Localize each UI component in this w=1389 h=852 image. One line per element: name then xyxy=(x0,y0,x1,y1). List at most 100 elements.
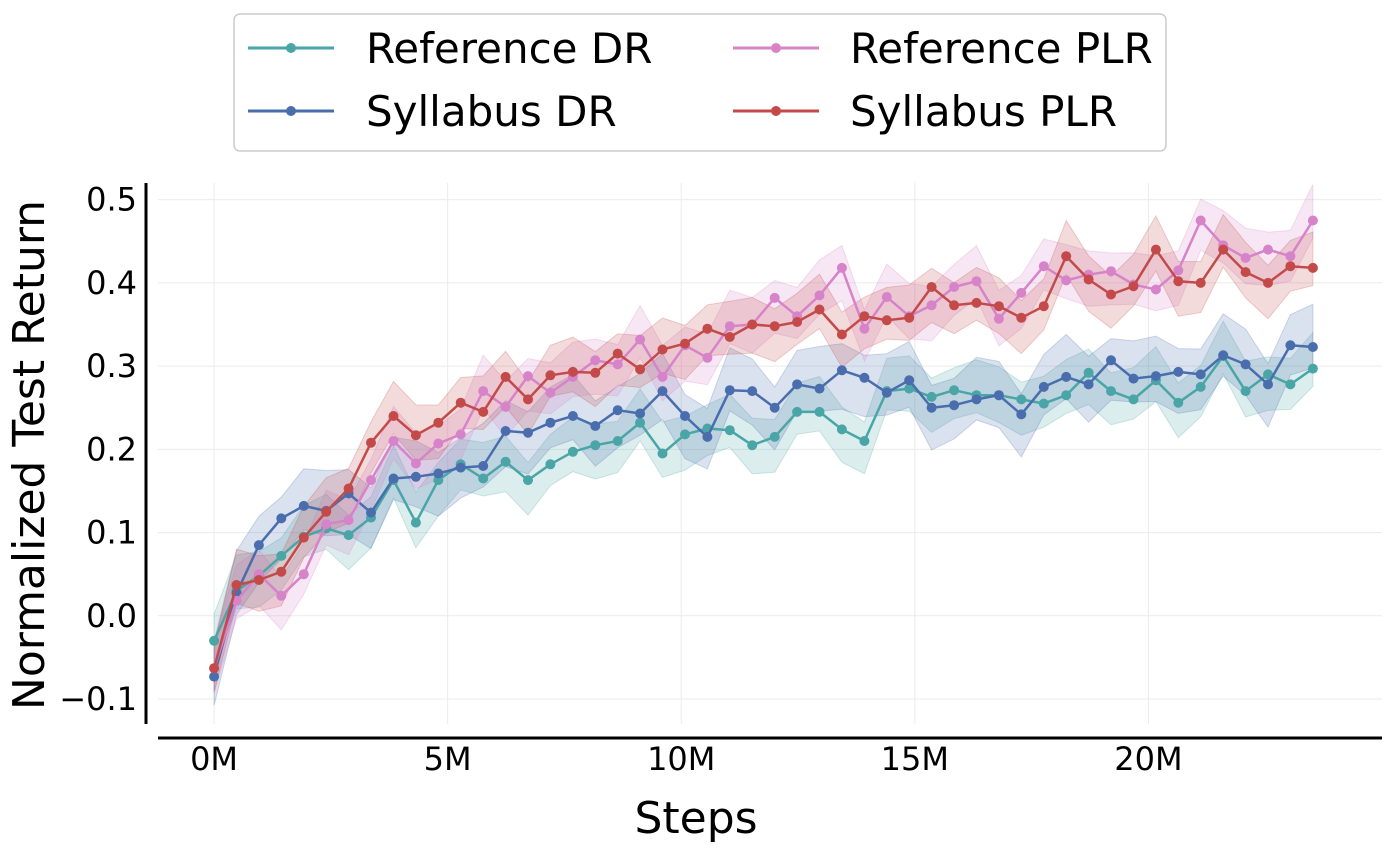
point-reference-dr xyxy=(769,431,780,442)
point-syllabus-dr xyxy=(612,405,623,416)
point-syllabus-dr xyxy=(209,671,220,682)
point-syllabus-dr xyxy=(792,379,803,390)
point-syllabus-plr xyxy=(388,411,399,421)
point-syllabus-dr xyxy=(567,411,578,421)
point-syllabus-dr xyxy=(635,408,646,419)
point-syllabus-plr xyxy=(253,575,264,585)
y-tick-label: 0.5 xyxy=(86,181,137,219)
point-syllabus-plr xyxy=(680,338,690,349)
legend-frame xyxy=(233,13,1167,152)
point-reference-dr xyxy=(343,530,354,541)
point-reference-dr xyxy=(836,424,847,435)
point-syllabus-plr xyxy=(1128,281,1139,292)
point-syllabus-plr xyxy=(949,300,960,311)
point-syllabus-plr xyxy=(209,663,220,674)
point-syllabus-dr xyxy=(1173,366,1184,377)
legend-label-syllabus-dr: Syllabus DR xyxy=(366,87,617,136)
point-syllabus-plr xyxy=(1061,251,1072,262)
point-syllabus-plr xyxy=(926,282,937,292)
x-tick-label: 0M xyxy=(190,740,238,778)
point-syllabus-plr xyxy=(635,364,646,375)
point-reference-dr xyxy=(1128,394,1139,405)
point-syllabus-dr xyxy=(1083,379,1094,390)
point-reference-dr xyxy=(1307,363,1318,374)
point-syllabus-plr xyxy=(455,397,466,408)
point-syllabus-plr xyxy=(298,532,309,543)
point-reference-plr xyxy=(1195,215,1206,226)
point-reference-plr xyxy=(478,386,489,397)
point-syllabus-plr xyxy=(567,366,578,377)
y-tick-label: 0.1 xyxy=(86,514,137,552)
point-syllabus-plr xyxy=(276,566,287,577)
point-syllabus-dr xyxy=(836,365,847,376)
point-syllabus-plr xyxy=(231,580,242,590)
point-syllabus-plr xyxy=(702,323,713,334)
point-reference-dr xyxy=(612,436,623,446)
point-reference-dr xyxy=(1240,386,1251,397)
point-reference-dr xyxy=(1106,386,1116,397)
point-syllabus-dr xyxy=(298,500,309,511)
point-reference-plr xyxy=(523,371,533,382)
point-syllabus-plr xyxy=(747,319,758,330)
point-syllabus-dr xyxy=(523,427,533,438)
legend-item-syllabus-plr[interactable]: Syllabus PLR xyxy=(733,87,1117,136)
point-reference-plr xyxy=(814,290,825,301)
point-syllabus-plr xyxy=(859,311,870,322)
point-syllabus-dr xyxy=(971,394,982,405)
point-syllabus-plr xyxy=(881,315,892,326)
point-reference-plr xyxy=(635,334,646,345)
point-reference-dr xyxy=(859,436,870,446)
legend-item-reference-dr[interactable]: Reference DR xyxy=(248,24,652,73)
band-reference-plr xyxy=(213,184,1314,693)
point-reference-dr xyxy=(1173,397,1184,408)
point-reference-dr xyxy=(567,446,578,457)
point-reference-dr xyxy=(1285,379,1296,390)
x-tick-label: 20M xyxy=(1114,740,1182,778)
point-reference-plr xyxy=(276,590,287,601)
point-syllabus-dr xyxy=(590,421,601,431)
point-reference-dr xyxy=(500,456,511,467)
point-syllabus-dr xyxy=(478,461,489,471)
point-syllabus-plr xyxy=(993,301,1004,312)
point-reference-dr xyxy=(949,385,960,396)
y-tick-label: 0.0 xyxy=(86,597,137,635)
point-reference-plr xyxy=(702,352,713,363)
point-syllabus-plr xyxy=(724,332,735,342)
point-reference-plr xyxy=(1285,251,1296,262)
point-syllabus-dr xyxy=(769,402,780,413)
point-syllabus-plr xyxy=(814,304,825,315)
point-reference-plr xyxy=(724,321,735,332)
point-syllabus-plr xyxy=(1173,276,1184,287)
point-syllabus-dr xyxy=(881,387,892,398)
point-syllabus-plr xyxy=(792,317,803,327)
point-syllabus-dr xyxy=(1240,359,1251,370)
point-syllabus-plr xyxy=(612,348,623,359)
point-syllabus-plr xyxy=(1016,312,1027,323)
point-reference-plr xyxy=(366,475,376,486)
point-syllabus-dr xyxy=(926,402,937,413)
legend-label-reference-dr: Reference DR xyxy=(366,24,652,73)
point-syllabus-plr xyxy=(1285,261,1296,272)
point-reference-dr xyxy=(814,406,825,417)
point-reference-plr xyxy=(836,262,847,273)
point-syllabus-plr xyxy=(836,329,847,340)
point-reference-plr xyxy=(433,438,444,449)
point-reference-dr xyxy=(209,635,220,646)
point-reference-plr xyxy=(949,282,960,292)
point-reference-dr xyxy=(276,550,287,561)
point-syllabus-plr xyxy=(590,367,601,378)
point-syllabus-dr xyxy=(1106,355,1116,366)
point-reference-plr xyxy=(1263,244,1273,255)
point-syllabus-dr xyxy=(859,372,870,383)
point-syllabus-dr xyxy=(949,400,960,411)
point-syllabus-dr xyxy=(993,390,1004,401)
point-syllabus-plr xyxy=(1038,301,1049,312)
point-reference-dr xyxy=(1016,394,1027,405)
legend-item-reference-plr[interactable]: Reference PLR xyxy=(733,24,1153,73)
point-reference-dr xyxy=(926,391,937,402)
point-syllabus-plr xyxy=(1307,262,1318,273)
point-syllabus-dr xyxy=(253,540,264,551)
point-syllabus-plr xyxy=(478,406,489,417)
y-tick-label: 0.2 xyxy=(86,430,137,468)
legend-item-syllabus-dr[interactable]: Syllabus DR xyxy=(248,87,617,136)
